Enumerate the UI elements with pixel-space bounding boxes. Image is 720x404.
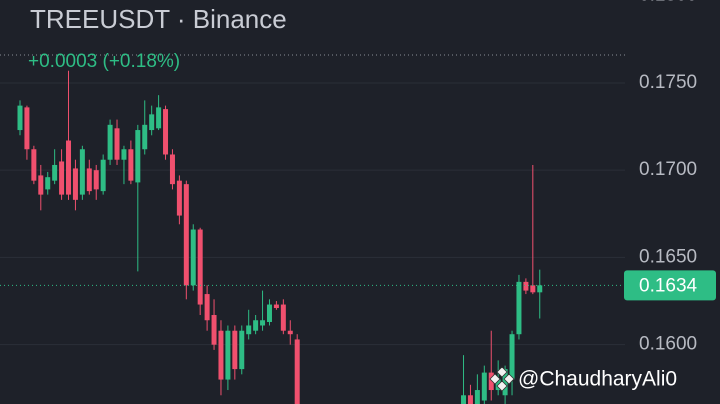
candle-body xyxy=(128,149,134,181)
candle-body xyxy=(225,330,231,380)
chart-title: TREEUSDT · Binance xyxy=(30,4,287,34)
y-tick-label: 0.1750 xyxy=(639,72,697,93)
candle-body xyxy=(461,395,467,404)
candle-body xyxy=(516,281,522,335)
candle-body xyxy=(121,149,127,160)
candle-body xyxy=(190,229,196,286)
candle-body xyxy=(509,334,515,380)
candle-body xyxy=(266,304,272,322)
candle-body xyxy=(149,114,155,131)
y-tick-label: 0.1700 xyxy=(639,159,697,180)
candle-body xyxy=(218,330,224,380)
candle-body xyxy=(100,159,106,192)
candle-body xyxy=(142,124,148,150)
candle-body xyxy=(24,107,30,150)
candle-body xyxy=(232,330,238,370)
candle-body xyxy=(523,281,529,291)
candle-body xyxy=(239,330,245,370)
candle-body xyxy=(260,320,266,326)
candle-body xyxy=(204,294,210,321)
candle-body xyxy=(38,175,44,195)
candle-body xyxy=(114,128,120,160)
candle-body xyxy=(45,177,51,190)
candle-body xyxy=(31,149,37,181)
candle-body xyxy=(467,395,473,404)
candle-body xyxy=(197,229,203,305)
y-tick-label: 0.1800 xyxy=(639,0,697,6)
watermark: @ChaudharyAli0 xyxy=(518,368,677,391)
candle-body xyxy=(246,325,252,335)
candle-body xyxy=(86,168,92,192)
y-tick-label: 0.1600 xyxy=(639,334,697,355)
candle-body xyxy=(163,109,169,155)
watermark-icon xyxy=(489,366,515,392)
candle-body xyxy=(488,372,494,391)
candle-body xyxy=(481,372,487,401)
candle-body xyxy=(183,184,189,286)
candle-body xyxy=(93,170,99,190)
candle-body xyxy=(17,105,23,131)
candle-body xyxy=(537,285,543,293)
candle-body xyxy=(59,161,65,195)
candle-body xyxy=(72,168,78,200)
price-box xyxy=(624,270,716,301)
candle-body xyxy=(135,130,141,183)
candle-body xyxy=(294,339,300,404)
overlay: 0.1600 0.1650 0.1700 0.1750 0.1800 0.1634 xyxy=(0,0,716,355)
candle-body xyxy=(280,304,286,331)
candle-body xyxy=(107,124,113,160)
candle-body xyxy=(530,285,536,293)
candle-body xyxy=(211,315,217,345)
candle-body xyxy=(52,164,58,181)
candle-body xyxy=(176,180,182,216)
candle-body xyxy=(66,140,72,195)
price-change: +0.0003 (+0.18%) xyxy=(28,51,180,72)
candle-body xyxy=(287,330,293,335)
candle-body xyxy=(169,154,175,185)
candle-body xyxy=(502,369,508,396)
candles xyxy=(17,70,543,404)
candle-body xyxy=(253,320,259,331)
y-tick-label: 0.1650 xyxy=(639,246,697,267)
candle-body xyxy=(79,149,85,195)
candle-body xyxy=(273,304,279,309)
candle-body xyxy=(156,107,162,129)
price-label: 0.1634 xyxy=(639,275,698,296)
candle-body xyxy=(474,390,480,404)
